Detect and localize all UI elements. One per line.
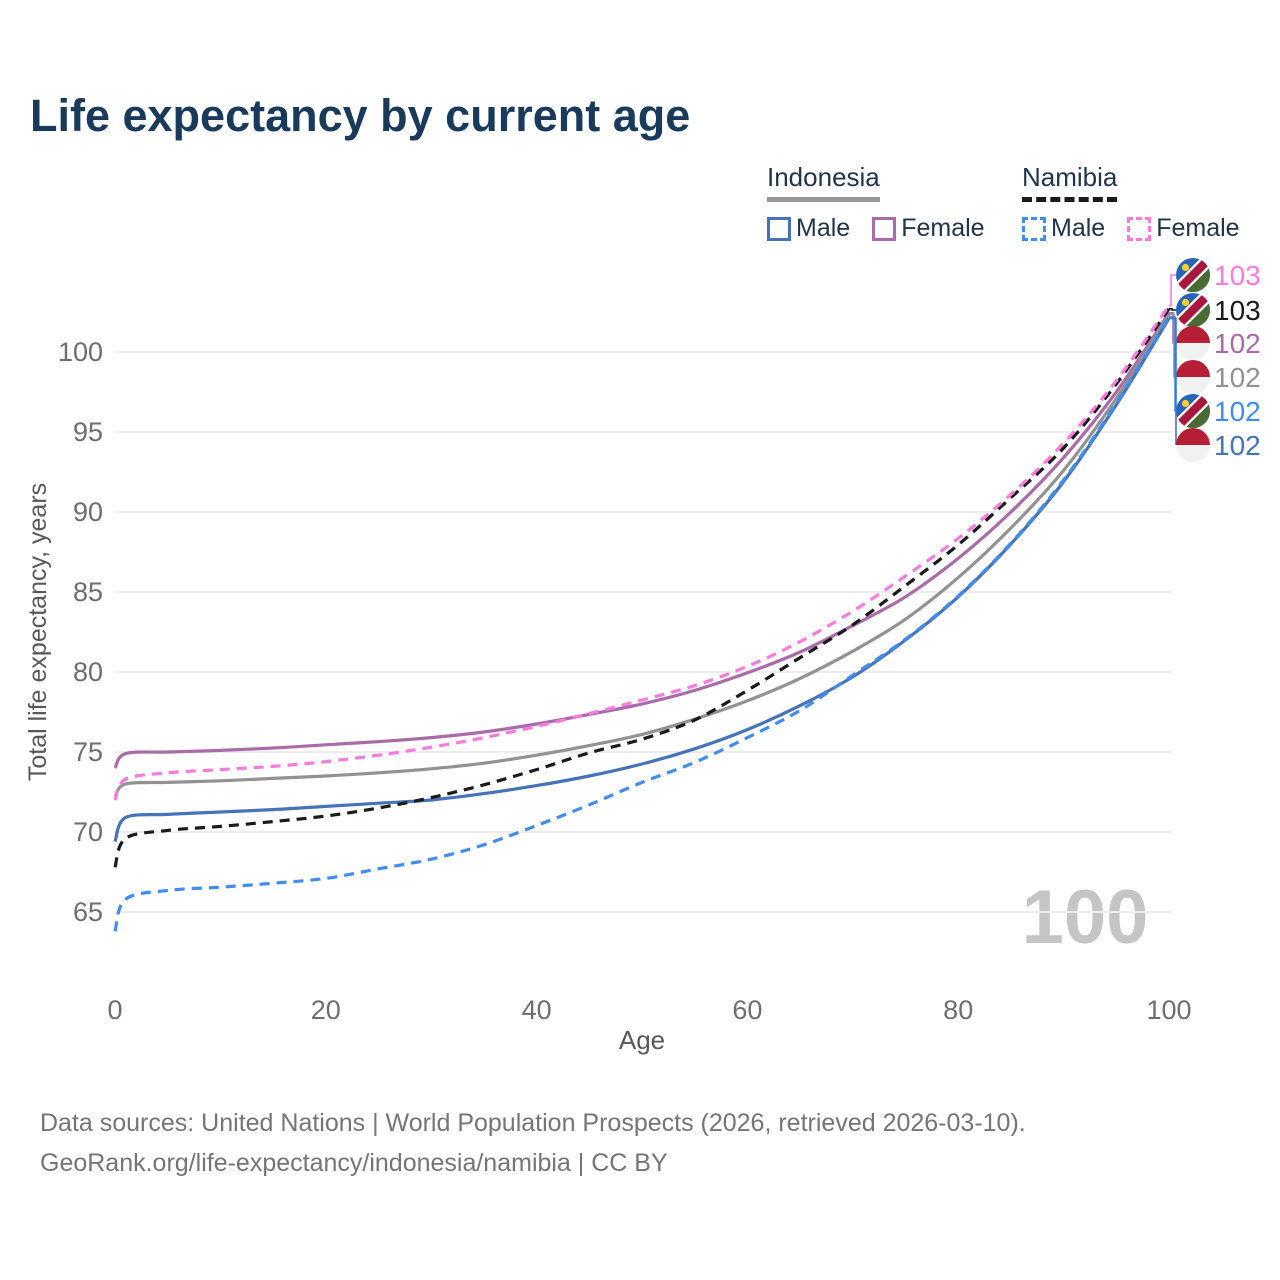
namibia-flag-icon bbox=[1176, 394, 1210, 428]
legend-item-namibia-female[interactable]: Female bbox=[1127, 214, 1240, 243]
y-tick-label: 95 bbox=[73, 417, 103, 447]
end-value-label: 103 bbox=[1214, 295, 1261, 326]
legend-group-indonesia: Indonesia Male Female bbox=[767, 162, 985, 243]
legend: Indonesia Male Female Namibia Male bbox=[0, 162, 1280, 242]
end-value-label: 103 bbox=[1214, 260, 1261, 291]
series-line-namibia-female bbox=[113, 304, 1171, 801]
end-label-connector bbox=[1169, 274, 1176, 307]
x-axis-title: Age bbox=[619, 1025, 665, 1055]
y-axis-title: Total life expectancy, years bbox=[24, 483, 52, 781]
y-tick-label: 75 bbox=[73, 737, 103, 767]
y-tick-label: 90 bbox=[73, 497, 103, 527]
series-line-indonesia-female bbox=[113, 311, 1171, 769]
page-title: Life expectancy by current age bbox=[30, 90, 691, 141]
namibia-flag-icon bbox=[1176, 293, 1210, 327]
legend-swatch-indonesia-female[interactable] bbox=[872, 216, 897, 241]
age-counter-watermark: 100 bbox=[1022, 875, 1149, 960]
data-source-text: Data sources: United Nations | World Pop… bbox=[40, 1109, 1026, 1137]
series-line-namibia-both-sexes bbox=[113, 307, 1171, 868]
legend-label-indonesia-male: Male bbox=[796, 214, 851, 242]
legend-label-indonesia-female: Female bbox=[901, 214, 985, 242]
y-tick-label: 85 bbox=[73, 577, 103, 607]
x-tick-label: 20 bbox=[311, 995, 341, 1025]
legend-swatch-namibia-male[interactable] bbox=[1022, 216, 1046, 241]
end-label-connector bbox=[1169, 308, 1176, 311]
y-tick-label: 65 bbox=[73, 897, 103, 927]
legend-swatch-namibia-female[interactable] bbox=[1127, 216, 1152, 241]
x-tick-label: 40 bbox=[522, 995, 552, 1025]
indonesia-flag-icon bbox=[1176, 428, 1210, 462]
legend-country-indonesia[interactable]: Indonesia bbox=[767, 162, 880, 202]
legend-country-namibia[interactable]: Namibia bbox=[1022, 162, 1118, 202]
y-tick-label: 100 bbox=[58, 337, 103, 367]
legend-label-namibia-male: Male bbox=[1051, 214, 1106, 242]
y-tick-label: 80 bbox=[73, 657, 103, 687]
x-tick-label: 100 bbox=[1146, 995, 1191, 1025]
y-tick-label: 70 bbox=[73, 817, 103, 847]
series-line-indonesia-both-sexes bbox=[113, 313, 1171, 798]
namibia-flag-icon bbox=[1176, 258, 1210, 292]
series-line-indonesia-male bbox=[113, 317, 1171, 843]
end-value-label: 102 bbox=[1214, 430, 1261, 461]
legend-label-namibia-female: Female bbox=[1156, 214, 1240, 242]
x-tick-label: 60 bbox=[732, 995, 762, 1025]
legend-item-indonesia-female[interactable]: Female bbox=[872, 214, 985, 243]
end-value-label: 102 bbox=[1214, 362, 1261, 393]
legend-item-namibia-male[interactable]: Male bbox=[1022, 214, 1105, 243]
indonesia-flag-icon bbox=[1176, 360, 1210, 394]
end-label-connector bbox=[1169, 317, 1177, 445]
attribution-text: GeoRank.org/life-expectancy/indonesia/na… bbox=[40, 1149, 668, 1177]
series-line-namibia-male bbox=[113, 315, 1171, 932]
x-tick-label: 0 bbox=[107, 995, 122, 1025]
x-tick-label: 80 bbox=[943, 995, 973, 1025]
end-value-label: 102 bbox=[1214, 396, 1261, 427]
indonesia-flag-icon bbox=[1176, 326, 1210, 360]
chart-footer: Data sources: United Nations | World Pop… bbox=[40, 1103, 1240, 1183]
legend-group-namibia: Namibia Male Female bbox=[1022, 162, 1240, 243]
legend-item-indonesia-male[interactable]: Male bbox=[767, 214, 850, 243]
end-value-label: 102 bbox=[1214, 328, 1261, 359]
legend-swatch-indonesia-male[interactable] bbox=[767, 216, 791, 241]
